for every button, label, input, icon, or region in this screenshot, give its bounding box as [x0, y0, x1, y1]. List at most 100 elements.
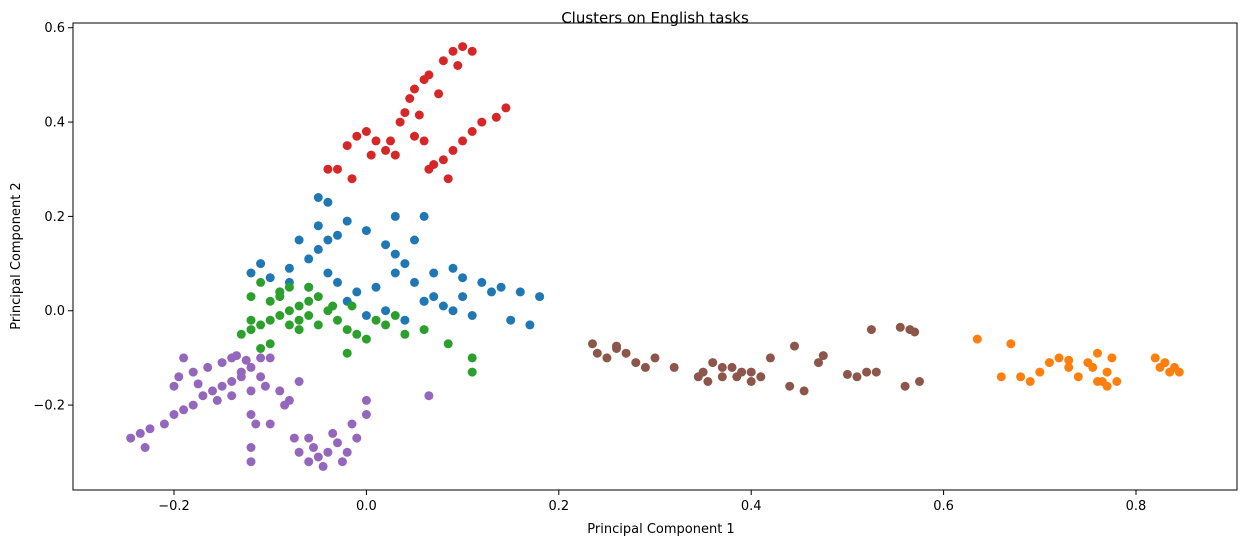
point-series-3-18 [438, 155, 448, 165]
point-series-0-49 [323, 268, 333, 278]
point-series-4-15 [265, 353, 275, 363]
point-series-4-43 [304, 457, 314, 467]
point-series-1-6 [1044, 358, 1054, 368]
y-tick-label: 0.4 [44, 116, 65, 131]
point-series-0-17 [458, 273, 468, 283]
y-tick-label: 0.2 [44, 210, 65, 225]
point-series-2-16 [419, 325, 429, 335]
point-series-1-18 [1150, 353, 1160, 363]
point-series-4-38 [361, 410, 371, 419]
point-series-0-24 [467, 311, 477, 320]
point-series-5-22 [818, 351, 828, 361]
point-series-4-4 [159, 419, 169, 429]
point-series-2-4 [275, 311, 285, 320]
point-series-5-12 [727, 362, 737, 372]
point-series-0-0 [265, 273, 275, 283]
point-series-0-28 [390, 268, 400, 278]
plot-frame [72, 22, 1238, 491]
point-series-5-35 [746, 367, 756, 377]
point-series-4-5 [169, 410, 179, 419]
point-series-0-9 [342, 216, 352, 226]
point-series-4-19 [217, 358, 227, 368]
point-series-3-19 [448, 145, 458, 155]
y-axis-ticks: −0.2 0.0 0.2 0.4 0.6 [33, 21, 73, 414]
point-series-0-18 [477, 277, 487, 287]
point-series-3-30 [386, 136, 395, 146]
point-series-3-15 [458, 42, 468, 52]
point-series-2-15 [400, 329, 410, 339]
point-series-3-3 [361, 127, 371, 136]
point-series-4-39 [361, 395, 371, 405]
point-series-4-55 [260, 381, 270, 391]
point-series-4-23 [246, 410, 256, 419]
point-series-4-45 [289, 433, 299, 443]
point-series-2-1 [246, 325, 256, 335]
point-series-1-3 [1016, 372, 1026, 382]
point-series-0-6 [333, 230, 342, 240]
point-series-1-0 [972, 334, 982, 344]
points-layer [126, 42, 1184, 471]
point-series-4-51 [179, 353, 189, 363]
point-series-0-31 [333, 277, 342, 287]
point-series-5-31 [910, 327, 920, 337]
point-series-1-20 [1160, 358, 1170, 368]
point-series-3-20 [458, 136, 468, 146]
point-series-5-6 [640, 362, 650, 372]
point-series-2-0 [236, 329, 246, 339]
point-series-4-50 [424, 391, 434, 401]
point-series-0-2 [304, 254, 314, 264]
point-series-2-27 [294, 325, 304, 335]
point-series-5-8 [669, 362, 679, 372]
point-series-4-2 [140, 443, 150, 452]
point-series-4-8 [198, 391, 208, 401]
point-series-0-27 [410, 277, 419, 287]
point-series-5-34 [717, 372, 727, 382]
point-series-1-15 [1112, 377, 1122, 386]
point-series-4-31 [309, 443, 318, 452]
point-series-2-28 [313, 320, 323, 330]
point-series-0-39 [361, 311, 371, 320]
point-series-2-37 [304, 311, 314, 320]
point-series-2-6 [294, 301, 304, 311]
point-series-2-20 [265, 339, 275, 349]
point-series-3-5 [381, 145, 391, 155]
point-series-2-34 [275, 292, 285, 302]
point-series-1-9 [1073, 372, 1083, 382]
point-series-3-0 [333, 164, 342, 174]
x-tick-label: −0.2 [158, 499, 190, 514]
point-series-4-14 [256, 353, 266, 363]
point-series-5-28 [895, 322, 905, 332]
point-series-2-39 [246, 315, 256, 325]
point-series-0-30 [352, 287, 362, 297]
point-series-4-6 [179, 405, 189, 415]
point-series-2-10 [333, 315, 342, 325]
point-series-3-27 [323, 164, 333, 174]
point-series-3-14 [448, 46, 458, 56]
point-series-3-32 [434, 89, 444, 99]
point-series-3-28 [347, 174, 357, 184]
point-series-1-14 [1107, 353, 1117, 363]
point-series-3-16 [467, 46, 477, 56]
point-series-4-21 [236, 367, 246, 377]
point-series-2-3 [265, 315, 275, 325]
point-series-1-5 [1035, 367, 1045, 377]
point-series-4-44 [328, 428, 338, 438]
point-series-2-32 [390, 311, 400, 320]
point-series-0-23 [506, 315, 516, 325]
point-series-0-29 [371, 282, 381, 292]
point-series-0-7 [313, 193, 323, 202]
point-series-2-13 [361, 334, 371, 344]
point-series-4-17 [188, 367, 198, 377]
point-series-0-4 [323, 235, 333, 245]
point-series-3-6 [390, 150, 400, 160]
point-series-3-34 [424, 164, 434, 174]
point-series-5-5 [631, 358, 641, 368]
point-series-2-18 [467, 353, 477, 363]
x-tick-label: 0.4 [741, 499, 762, 514]
point-series-0-41 [400, 315, 410, 325]
point-series-0-35 [256, 259, 266, 269]
point-series-5-23 [842, 369, 852, 379]
point-series-5-36 [612, 341, 621, 351]
point-series-1-25 [1088, 362, 1098, 372]
point-series-0-40 [381, 306, 391, 316]
